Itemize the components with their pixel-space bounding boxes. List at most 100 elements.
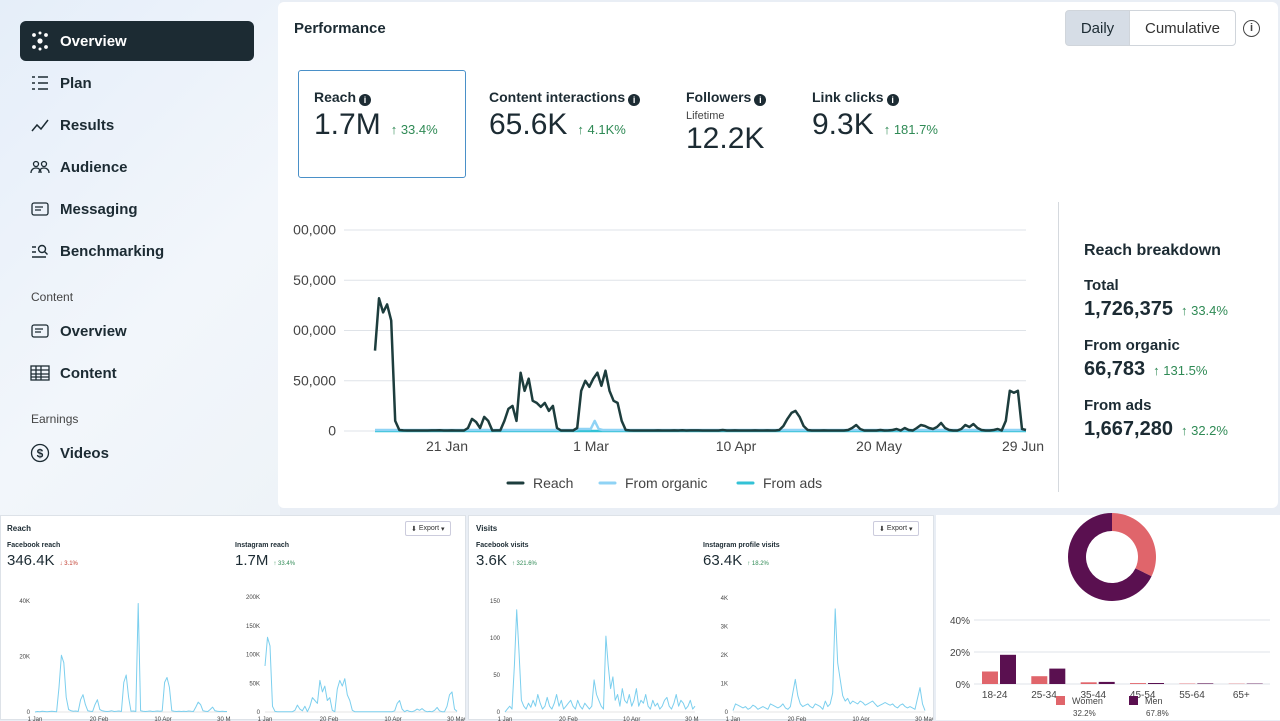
sidebar-item-results[interactable]: Results [20, 105, 254, 145]
info-icon: i [754, 94, 766, 106]
benchmarking-icon [30, 241, 50, 261]
fb-reach-value: 346.4K [7, 552, 55, 569]
reach-panel: Reach ⬇ Export ▾ Facebook reach 346.4K↓ … [0, 515, 466, 720]
breakdown-change: ↑ 131.5% [1153, 363, 1207, 378]
cumulative-toggle[interactable]: Cumulative [1129, 10, 1236, 46]
y-tick-label: 3K [721, 625, 728, 631]
x-tick-label: 30 May [915, 717, 933, 721]
table-icon [30, 363, 50, 383]
ig-visits-value: 63.4K [703, 552, 742, 569]
x-tick-label: 20 Feb [90, 717, 109, 721]
metric-change: ↑ 4.1K% [577, 122, 625, 137]
y-tick-label: 40% [950, 616, 970, 627]
x-tick-label: 30 May [685, 717, 699, 721]
breakdown-value: 66,783 [1084, 358, 1145, 380]
x-tick-label: 1 Jan [28, 717, 43, 721]
sidebar-item-videos[interactable]: $ Videos [20, 433, 254, 473]
x-tick-label: 29 Jun [1002, 438, 1044, 454]
breakdown-change: ↑ 32.2% [1181, 423, 1228, 438]
breakdown-value: 1,726,375 [1084, 298, 1173, 320]
sidebar-item-audience[interactable]: Audience [20, 147, 254, 187]
x-tick-label: 10 Apr [384, 717, 401, 721]
legend-pct-women: 32.2% [1073, 709, 1096, 718]
sidebar-item-label: Overview [60, 323, 127, 340]
content-section-header: Content [31, 290, 73, 304]
y-tick-label: 1K [721, 682, 728, 688]
export-button[interactable]: ⬇ Export ▾ [405, 521, 451, 536]
bar-women-18-24 [982, 672, 998, 685]
sidebar-item-overview[interactable]: Overview [20, 21, 254, 61]
sidebar-item-messaging[interactable]: Messaging [20, 189, 254, 229]
y-tick-label: 100 [490, 636, 501, 642]
earnings-section-header: Earnings [31, 412, 78, 426]
bar-men-55-64 [1197, 683, 1213, 684]
legend-label-reach: Reach [533, 475, 573, 491]
breakdown-label: From ads [1084, 397, 1228, 414]
sidebar-item-content-overview[interactable]: Overview [20, 311, 254, 351]
metric-sublabel: Lifetime [686, 110, 796, 122]
sidebar-item-label: Plan [60, 75, 92, 92]
bar-women-45-54 [1130, 683, 1146, 684]
sidebar-item-label: Videos [60, 445, 109, 462]
sidebar-item-label: Overview [60, 33, 127, 50]
info-icon: i [628, 94, 640, 106]
divider [1058, 202, 1059, 492]
metric-value: 65.6K [489, 108, 567, 142]
export-button[interactable]: ⬇ Export ▾ [873, 521, 919, 536]
y-tick-label: 2K [721, 653, 728, 659]
sidebar-item-plan[interactable]: Plan [20, 63, 254, 103]
y-tick-label: 0 [497, 710, 501, 716]
reach-breakdown: Reach breakdown Total 1,726,375↑ 33.4% F… [1084, 242, 1228, 441]
metric-label-text: Content interactions [489, 89, 625, 105]
sidebar-item-label: Results [60, 117, 114, 134]
y-tick-label: 00,000 [293, 222, 336, 238]
messaging-icon [30, 199, 50, 219]
legend-label-women: Women [1072, 696, 1103, 706]
sidebar-item-content[interactable]: Content [20, 353, 254, 393]
fb-visits-change: ↑ 321.6% [512, 561, 537, 567]
y-tick-label: 40K [19, 599, 30, 605]
gender-donut-chart [1062, 511, 1162, 603]
bar-men-18-24 [1000, 655, 1016, 684]
legend-pct-men: 67.8% [1146, 709, 1169, 718]
fb-reach-label: Facebook reach [7, 542, 60, 549]
info-icon[interactable]: i [1243, 20, 1260, 37]
audience-icon [30, 157, 50, 177]
bar-women-25-34 [1031, 676, 1047, 684]
x-tick-label: 18-24 [982, 690, 1008, 701]
y-tick-label: 0% [956, 680, 971, 691]
x-tick-label: 1 Jan [498, 717, 513, 721]
sidebar-item-benchmarking[interactable]: Benchmarking [20, 231, 254, 271]
y-tick-label: 150 [490, 599, 501, 605]
daily-toggle[interactable]: Daily [1065, 10, 1130, 46]
ig-reach-label: Instagram reach [235, 542, 289, 549]
breakdown-label: Total [1084, 277, 1228, 294]
breakdown-label: From organic [1084, 337, 1228, 354]
export-label: Export [887, 525, 907, 532]
y-tick-label: 20K [19, 655, 30, 661]
dollar-icon: $ [30, 443, 50, 463]
x-tick-label: 20 Feb [559, 717, 578, 721]
y-tick-label: 50,000 [293, 272, 336, 288]
legend-label-men: Men [1145, 696, 1163, 706]
sidebar: Overview Plan Results Audience Messaging… [0, 0, 280, 515]
x-tick-label: 55-64 [1179, 690, 1205, 701]
ig-visits-change: ↑ 18.2% [747, 561, 769, 567]
fb-visits-value: 3.6K [476, 552, 507, 569]
series-line-instagram-reach [265, 637, 457, 711]
y-tick-label: 20% [950, 648, 970, 659]
